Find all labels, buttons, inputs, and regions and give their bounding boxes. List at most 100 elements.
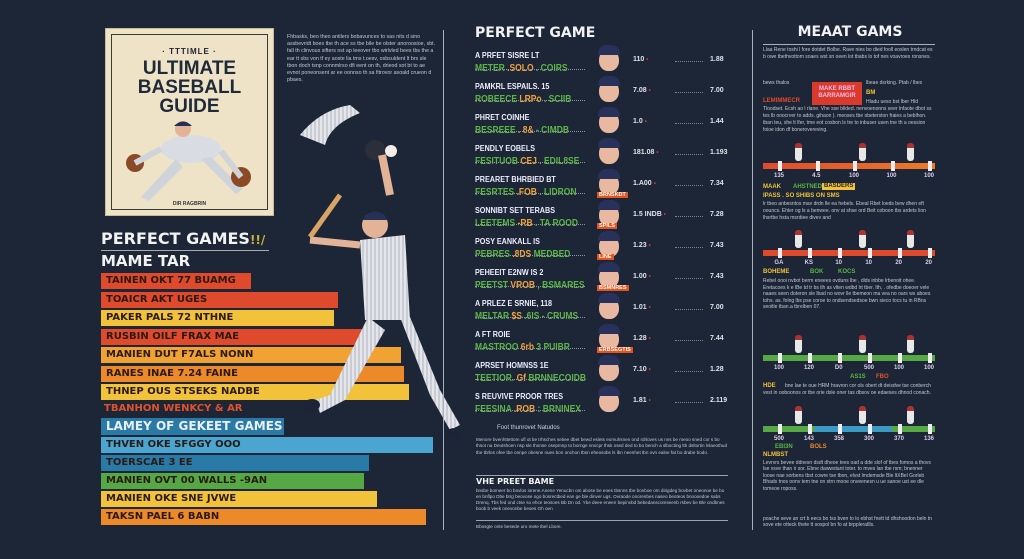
column-divider xyxy=(752,30,753,530)
game-entry: SONNIBT SET TERABS LEETEMS -RB . TA ROOD 1… xyxy=(475,200,745,231)
right-paragraph-5: bne lae te oue HRM hravron cor ols obert… xyxy=(763,383,931,396)
entry-title-part: .6IS - CRUMS xyxy=(521,311,579,322)
entry-value: 1.81 xyxy=(633,397,651,405)
entry-title: PEETST VROB , BSMARES xyxy=(475,280,585,292)
timeline-tick xyxy=(868,424,872,434)
player-figure xyxy=(795,143,802,161)
entry-badge: ERBSEGTIS xyxy=(597,347,633,353)
entry-title: MASTROO 6rb 3 PUIBR xyxy=(475,342,570,354)
entry-title-part: MEDBED xyxy=(531,249,571,260)
entry-subtitle: PEHEEIT E2NW IS 2 xyxy=(475,268,544,277)
timeline-label: GA xyxy=(774,260,784,266)
entry-detail-line xyxy=(475,162,585,164)
game-entry: PENDLY EOBELS FESITUOB CEJ . EDIL8SE 181.0… xyxy=(475,138,745,169)
game-entry: A FT ROIE MASTROO 6rb 3 PUIBR 1.28 7.44 ERBS… xyxy=(475,324,745,355)
right-title: MEAAT GAMS xyxy=(797,24,903,40)
entry-badge: BRNSKDT xyxy=(597,192,628,198)
entry-value: 7.43 xyxy=(710,273,724,280)
entry-title-part: LRPo xyxy=(517,94,542,105)
timeline-tick xyxy=(868,353,872,363)
red-callout-box: MAKE RBBT BARRAMGIR xyxy=(812,82,862,105)
player-avatar xyxy=(598,262,620,288)
entry-title-part: . LIDRON xyxy=(536,187,577,198)
cover-kicker: · TTTIMLE · xyxy=(162,47,217,56)
ranking-bar: TAINEN OKT 77 BUAMG xyxy=(101,273,251,289)
ranking-bar: TAKSN PAEL 6 BABN xyxy=(101,509,426,525)
player-figure xyxy=(907,143,914,161)
entry-title-part: BRNNECOIDB xyxy=(526,373,586,384)
entry-value: 7.43 xyxy=(710,242,724,249)
entry-title-part: . TA ROOD xyxy=(532,218,578,229)
player-figure xyxy=(795,406,802,424)
right-paragraph-3: lr tbeo anbesntos mav drdn lle ea hebels… xyxy=(763,201,926,221)
entry-value: 7.00 xyxy=(710,304,724,311)
label: BM xyxy=(866,90,876,96)
ranking-bar: MANIEN OKE SNE JVWE xyxy=(101,491,377,507)
entry-value: 1.28 xyxy=(633,335,651,343)
timeline-tick xyxy=(928,424,932,434)
entry-title-part: PEETST xyxy=(475,280,509,291)
entry-title-part: MASTROO xyxy=(475,342,519,353)
timeline-label: 100 xyxy=(923,365,935,371)
caption: Foot thunrovet Natudos xyxy=(497,425,560,431)
entry-detail-line xyxy=(475,348,585,350)
timeline-tick xyxy=(778,424,782,434)
ranking-bar: MANIEN OVT 00 WALLS -9AN xyxy=(101,473,364,489)
player-avatar xyxy=(598,138,620,164)
player-avatar xyxy=(598,200,620,226)
label: BOK xyxy=(810,269,824,275)
right-paragraph-2: Hladu ueso bst lber Hld Tloodset. Ecsh a… xyxy=(763,99,932,133)
middle-title: PERFECT GAME xyxy=(475,25,596,41)
entry-value: 1.44 xyxy=(710,118,724,125)
player-figure xyxy=(859,406,866,424)
entry-subtitle: PHRET COINHE xyxy=(475,113,530,122)
game-entry: PAMKRL ESPAILS. 15 ROBEECE LRPo . SCIIB 7.… xyxy=(475,76,745,107)
intro-paragraph: Fhbasks, beo theo antilers bobavunces to… xyxy=(287,34,436,84)
entry-value: 1.5 INDB xyxy=(633,211,666,219)
timeline-label: 10 xyxy=(865,260,873,266)
timeline-tick xyxy=(838,353,842,363)
middle-subheading: VHE PREET BAME xyxy=(476,477,555,486)
entry-title: FEESINA .ROB : BRNINEX xyxy=(475,404,581,416)
timeline-tick xyxy=(928,248,932,258)
divider xyxy=(763,44,935,45)
entry-title-part: FEESINA xyxy=(475,404,512,415)
timeline-2: GA KS 10 10 20 20 xyxy=(763,230,935,266)
label: AHSTNED xyxy=(793,184,823,190)
cover-title: ULTIMATE BASEBALL GUIDE xyxy=(106,59,273,116)
entry-title: FESITUOB CEJ . EDIL8SE xyxy=(475,156,579,168)
entry-title-part: METER xyxy=(475,63,505,74)
timeline-4: 500 143 358 300 370 136 xyxy=(763,406,935,442)
cover-title-line: ULTIMATE xyxy=(142,58,237,79)
timeline-tick xyxy=(838,248,842,258)
right-heading: NLMBST xyxy=(763,452,788,458)
entry-title-part: LEETEMS xyxy=(475,218,516,229)
bar-note: TBANHON WENKCY & AR xyxy=(104,403,243,414)
player-figure xyxy=(907,406,914,424)
heading-mark: !!/ xyxy=(249,233,266,247)
middle-paragraph-2: bnsbe bomeer bo bovlos iorene.Anene Yenu… xyxy=(476,488,725,511)
label: AS1S xyxy=(850,374,866,380)
entry-subtitle: PREARET BHRBIED BT xyxy=(475,175,556,184)
timeline-label: 20 xyxy=(925,260,933,266)
entry-subtitle: A FT ROIE xyxy=(475,330,511,339)
entry-value: 7.44 xyxy=(710,335,724,342)
section2-heading: LAMEY OF GEKEET GAMES xyxy=(101,418,284,435)
entry-badge: BSMNRES xyxy=(597,285,629,291)
entry-title-part: , BSMARES xyxy=(534,280,585,291)
entry-subtitle: APRSET HOMNSS 1E xyxy=(475,361,549,370)
footnote: Bbosgte onte besede uro mete tbel Lbore. xyxy=(476,524,562,529)
timeline-tick xyxy=(808,248,812,258)
entry-detail-line xyxy=(475,379,585,381)
label: MAAK xyxy=(763,184,781,190)
player-avatar xyxy=(598,386,620,412)
entry-title-part: . COIRS xyxy=(533,63,568,74)
entry-title-part: . SCIIB xyxy=(541,94,572,105)
label: BASDERS xyxy=(822,183,856,190)
label: BOHEME xyxy=(763,269,790,275)
leader-dots xyxy=(675,185,703,186)
leader-dots xyxy=(675,278,703,279)
entry-badge: SPILS xyxy=(597,223,617,229)
entry-title-part: : BRNINEX xyxy=(535,404,581,415)
timeline-tick xyxy=(815,161,820,171)
